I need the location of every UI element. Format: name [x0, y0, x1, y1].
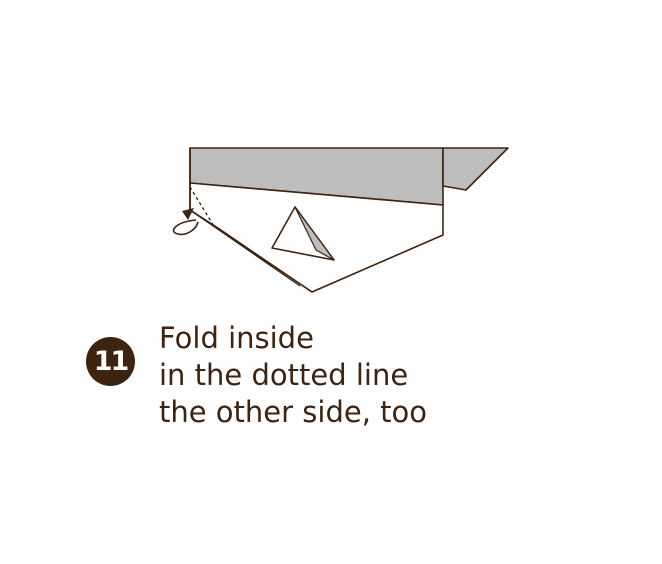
tail-flap	[442, 147, 509, 191]
wing-shadow	[294, 206, 335, 261]
nose-crease-inner	[189, 209, 301, 287]
instruction-line-3: the other side, too	[159, 395, 427, 429]
dotted-fold-line	[189, 186, 216, 229]
instruction-line-1: Fold inside	[159, 321, 314, 355]
curved-fold-arrow-icon	[172, 208, 199, 236]
instruction-line-2: in the dotted line	[159, 358, 409, 392]
step-number: 11	[93, 346, 130, 377]
step-number-badge: 11	[86, 337, 135, 386]
instruction-text: Fold inside in the dotted line the other…	[159, 320, 427, 431]
